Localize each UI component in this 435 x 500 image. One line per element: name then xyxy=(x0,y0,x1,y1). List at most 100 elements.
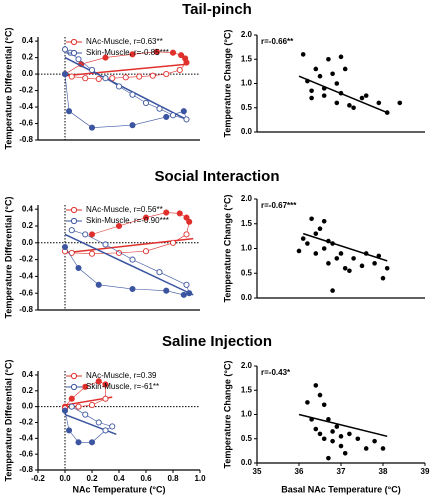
data-point xyxy=(380,275,386,281)
data-point xyxy=(330,288,335,293)
y-tick-label: -0.2 xyxy=(19,255,33,264)
y-axis-label: Temperature Differential (°C) xyxy=(3,360,13,482)
data-point xyxy=(326,261,331,266)
data-point xyxy=(309,88,314,94)
y-tick-label: 2.0 xyxy=(241,30,253,39)
data-point xyxy=(330,71,335,77)
x-axis-label: NAc Temperature (°C) xyxy=(73,484,166,494)
data-point xyxy=(338,90,344,96)
data-point xyxy=(347,103,352,108)
x-tick-label: -0.2 xyxy=(31,474,45,483)
data-point xyxy=(180,291,187,298)
data-point xyxy=(334,256,340,261)
data-point xyxy=(88,439,96,446)
legend-label: NAc-Muscle, r=0.63** xyxy=(86,37,163,46)
data-point xyxy=(169,112,177,119)
data-point xyxy=(342,266,348,271)
y-tick-label: 0.4 xyxy=(22,36,34,45)
data-point xyxy=(309,95,314,101)
data-point xyxy=(359,95,365,101)
data-point xyxy=(372,438,377,444)
y-tick-label: 0.5 xyxy=(241,268,253,277)
y-tick-label: -0.8 xyxy=(19,305,33,314)
data-point xyxy=(347,431,352,437)
y-tick-label: 0.0 xyxy=(22,238,34,247)
data-point xyxy=(142,99,150,106)
data-point xyxy=(163,287,170,294)
row-title: Social Interaction xyxy=(154,168,279,185)
data-point xyxy=(88,124,96,131)
data-point xyxy=(351,105,356,111)
data-point xyxy=(330,241,335,246)
y-tick-label: 2.0 xyxy=(241,361,253,370)
data-point xyxy=(338,443,344,449)
data-point xyxy=(317,392,323,398)
x-tick-label: 36 xyxy=(295,467,304,476)
data-point xyxy=(342,451,348,456)
data-point xyxy=(176,210,183,217)
data-point xyxy=(313,383,319,388)
y-tick-label: 1.5 xyxy=(241,54,253,63)
x-tick-label: 37 xyxy=(337,467,346,476)
y-tick-label: 0.0 xyxy=(241,127,253,136)
data-point xyxy=(317,431,323,437)
x-tick-label: 0.8 xyxy=(167,474,179,483)
y-tick-label: 1.0 xyxy=(241,244,253,253)
legend-marker xyxy=(70,372,78,380)
data-point xyxy=(129,122,136,129)
data-point xyxy=(376,100,382,106)
y-tick-label: 0.0 xyxy=(22,402,34,411)
x-tick-label: 0.6 xyxy=(140,474,152,483)
y-tick-label: -0.2 xyxy=(19,418,33,427)
y-tick-label: 1.0 xyxy=(241,410,253,419)
data-point xyxy=(169,49,177,56)
y-tick-label: 0.2 xyxy=(22,386,34,395)
x-tick-label: 0.0 xyxy=(59,474,71,483)
data-point xyxy=(163,113,170,120)
data-point xyxy=(309,417,314,422)
data-point xyxy=(129,256,136,263)
data-point xyxy=(95,281,102,288)
data-point xyxy=(61,46,69,53)
data-point xyxy=(88,402,96,409)
fit-line xyxy=(64,63,187,77)
y-axis-label: Temperature Differential (°C) xyxy=(3,28,13,150)
data-point xyxy=(169,239,177,246)
data-point xyxy=(66,108,73,115)
series-line xyxy=(64,212,190,255)
data-point xyxy=(178,52,185,59)
data-point xyxy=(183,214,190,221)
data-point xyxy=(183,281,190,288)
y-tick-label: 0.5 xyxy=(241,434,253,443)
data-point xyxy=(338,434,344,439)
data-point xyxy=(68,227,75,234)
data-point xyxy=(75,439,82,446)
y-tick-label: 0.0 xyxy=(241,293,253,302)
x-tick-label: 39 xyxy=(421,467,430,476)
data-point xyxy=(384,110,390,115)
y-tick-label: -0.8 xyxy=(19,465,33,474)
x-tick-label: 35 xyxy=(253,467,262,476)
data-point xyxy=(321,86,327,91)
data-point xyxy=(75,56,82,63)
data-point xyxy=(330,429,335,434)
data-point xyxy=(122,74,129,81)
data-point xyxy=(163,71,170,78)
data-point xyxy=(363,446,369,451)
data-point xyxy=(380,446,386,451)
legend-label: NAc-Muscle, r=0.56** xyxy=(86,205,163,214)
data-point xyxy=(359,263,365,269)
data-point xyxy=(95,378,102,385)
fit-line xyxy=(298,413,388,438)
y-tick-label: -0.2 xyxy=(19,86,33,95)
data-point xyxy=(321,436,327,442)
data-point xyxy=(156,269,163,276)
data-point xyxy=(102,54,109,61)
data-point xyxy=(156,105,163,112)
data-point xyxy=(82,383,89,390)
data-point xyxy=(296,248,302,254)
data-point xyxy=(338,54,344,60)
x-tick-label: 1.0 xyxy=(194,474,206,483)
data-point xyxy=(82,411,89,418)
